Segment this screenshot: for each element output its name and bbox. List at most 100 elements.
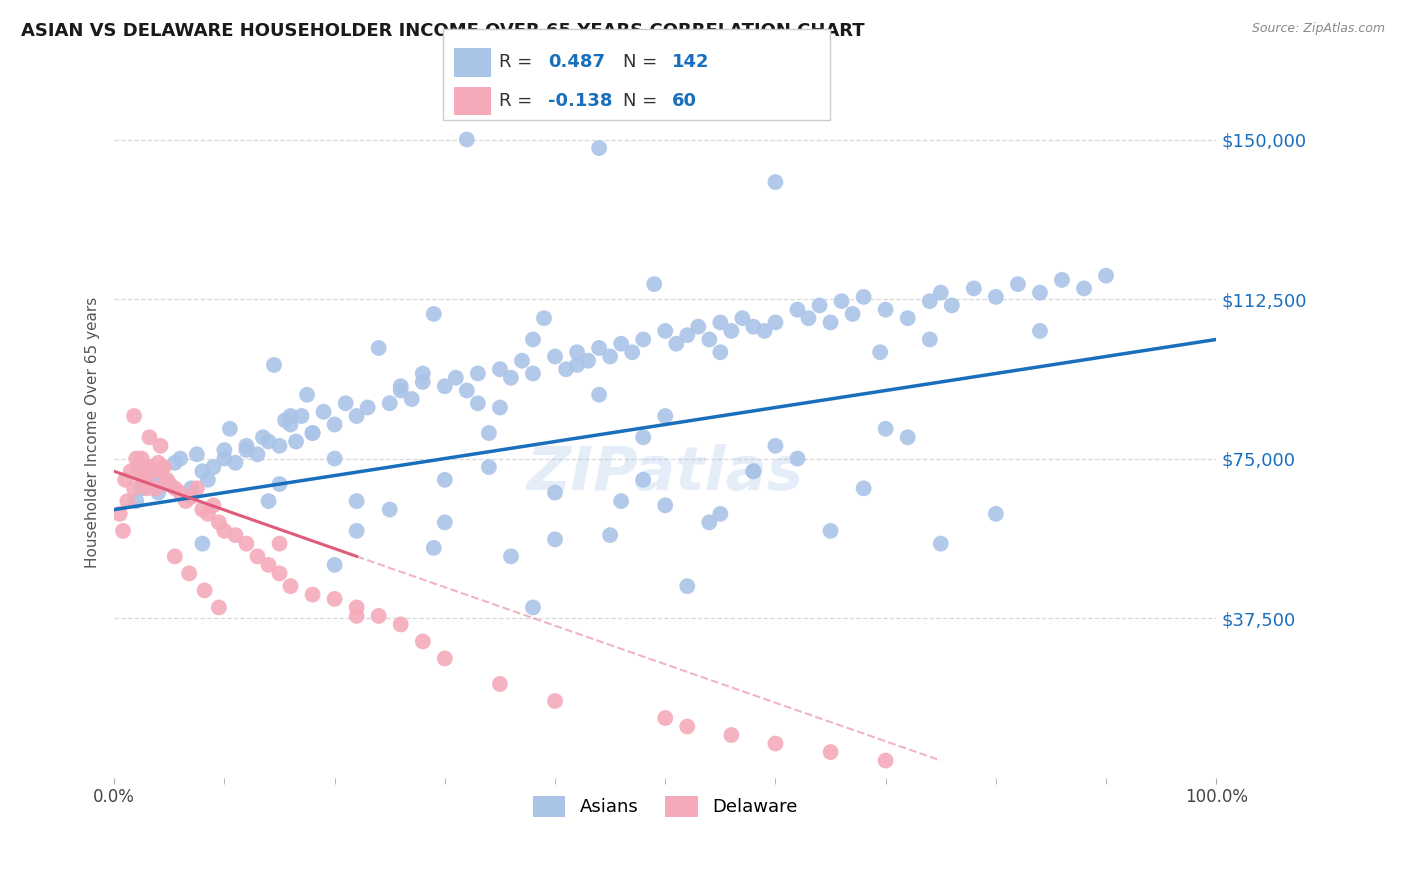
Point: [510, 353, 533, 368]
Point: [235, 443, 257, 458]
Point: [808, 298, 831, 312]
Point: [138, 430, 160, 444]
Point: [522, 333, 544, 347]
Point: [346, 409, 368, 423]
Point: [765, 439, 787, 453]
Point: [533, 311, 555, 326]
Point: [929, 285, 952, 300]
Text: R =: R =: [499, 54, 538, 71]
Point: [433, 651, 456, 665]
Point: [765, 315, 787, 329]
Point: [246, 447, 269, 461]
Point: [389, 617, 412, 632]
Point: [301, 588, 323, 602]
Point: [156, 473, 179, 487]
Point: [127, 460, 149, 475]
Point: [709, 345, 731, 359]
Point: [252, 430, 274, 444]
Text: N =: N =: [623, 92, 662, 110]
Point: [157, 477, 180, 491]
Point: [754, 324, 776, 338]
Point: [1050, 273, 1073, 287]
Point: [114, 473, 136, 487]
Point: [136, 464, 159, 478]
Point: [742, 319, 765, 334]
Point: [797, 311, 820, 326]
Point: [1029, 285, 1052, 300]
Point: [423, 541, 446, 555]
Point: [852, 481, 875, 495]
Point: [285, 434, 308, 449]
Point: [191, 502, 214, 516]
Point: [131, 468, 153, 483]
Point: [163, 481, 186, 495]
Point: [489, 362, 512, 376]
Point: [197, 473, 219, 487]
Point: [125, 494, 148, 508]
Point: [235, 536, 257, 550]
Point: [599, 528, 621, 542]
Point: [852, 290, 875, 304]
Point: [163, 456, 186, 470]
Point: [918, 294, 941, 309]
Point: [214, 451, 236, 466]
Point: [122, 481, 145, 495]
Point: [191, 464, 214, 478]
Point: [565, 358, 588, 372]
Point: [346, 600, 368, 615]
Text: -0.138: -0.138: [548, 92, 613, 110]
Point: [576, 353, 599, 368]
Point: [643, 277, 665, 292]
Y-axis label: Householder Income Over 65 years: Householder Income Over 65 years: [86, 296, 100, 567]
Point: [676, 719, 699, 733]
Point: [544, 350, 567, 364]
Point: [269, 439, 291, 453]
Point: [963, 281, 986, 295]
Point: [202, 460, 225, 475]
Point: [731, 311, 754, 326]
Point: [214, 524, 236, 538]
Point: [301, 425, 323, 440]
Point: [389, 379, 412, 393]
Point: [290, 409, 312, 423]
Point: [125, 451, 148, 466]
Point: [412, 634, 434, 648]
Point: [984, 507, 1007, 521]
Point: [765, 737, 787, 751]
Point: [456, 132, 478, 146]
Text: R =: R =: [499, 92, 538, 110]
Point: [478, 425, 501, 440]
Point: [274, 413, 297, 427]
Point: [295, 388, 318, 402]
Point: [1073, 281, 1095, 295]
Point: [163, 549, 186, 564]
Point: [423, 307, 446, 321]
Point: [401, 392, 423, 406]
Point: [193, 583, 215, 598]
Point: [280, 579, 302, 593]
Point: [122, 409, 145, 423]
Point: [120, 464, 142, 478]
Point: [709, 315, 731, 329]
Point: [820, 524, 842, 538]
Point: [610, 494, 633, 508]
Point: [897, 430, 920, 444]
Point: [676, 579, 699, 593]
Point: [367, 341, 389, 355]
Point: [599, 350, 621, 364]
Point: [544, 485, 567, 500]
Point: [522, 600, 544, 615]
Point: [323, 451, 346, 466]
Point: [742, 464, 765, 478]
Point: [346, 494, 368, 508]
Point: [875, 302, 897, 317]
Point: [214, 443, 236, 458]
Point: [117, 494, 139, 508]
Point: [869, 345, 891, 359]
Point: [357, 401, 380, 415]
Point: [269, 477, 291, 491]
Point: [257, 558, 280, 572]
Point: [138, 460, 160, 475]
Point: [219, 422, 242, 436]
Point: [335, 396, 357, 410]
